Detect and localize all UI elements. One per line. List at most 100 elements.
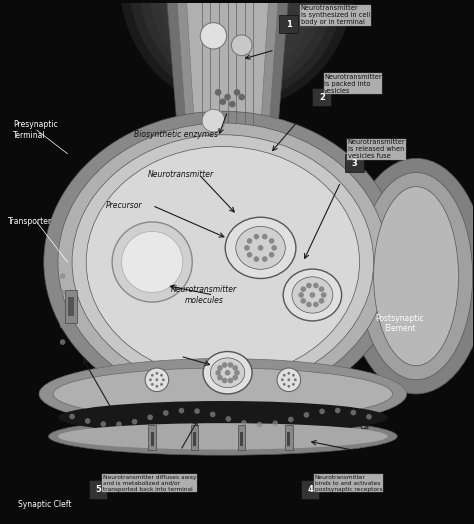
Text: 5: 5 [95,485,101,494]
Ellipse shape [58,401,388,434]
Circle shape [258,245,264,250]
Circle shape [335,408,340,413]
Text: Neurotransmitter: Neurotransmitter [147,170,213,179]
FancyBboxPatch shape [346,154,364,172]
Circle shape [350,410,356,416]
Ellipse shape [225,217,296,278]
Polygon shape [186,0,269,168]
Circle shape [85,418,91,424]
Circle shape [151,374,154,377]
Ellipse shape [53,368,392,420]
Circle shape [194,408,200,414]
Ellipse shape [138,0,336,95]
Circle shape [241,420,247,425]
Circle shape [155,385,158,388]
Circle shape [319,298,324,304]
Ellipse shape [157,0,317,81]
Circle shape [121,232,183,292]
Circle shape [69,413,75,419]
Bar [65,290,77,323]
Circle shape [225,370,230,376]
Circle shape [287,372,290,375]
Ellipse shape [283,269,342,321]
Circle shape [217,375,223,380]
Ellipse shape [346,158,474,394]
Circle shape [292,383,295,386]
Circle shape [269,238,274,244]
Bar [287,432,290,446]
Circle shape [179,408,184,413]
Circle shape [151,383,154,386]
Circle shape [262,234,268,239]
Circle shape [60,323,65,329]
Bar [148,424,156,451]
FancyBboxPatch shape [301,479,319,498]
Polygon shape [176,0,279,168]
Circle shape [257,422,263,428]
Circle shape [155,378,158,381]
Text: Neurotransmitter
molecules: Neurotransmitter molecules [171,285,237,304]
Circle shape [200,23,227,49]
Circle shape [222,362,228,368]
Ellipse shape [86,147,359,377]
Circle shape [366,414,372,420]
Circle shape [271,245,277,250]
Circle shape [163,410,169,416]
Circle shape [287,378,290,381]
Circle shape [231,35,252,56]
Circle shape [234,89,240,96]
Circle shape [301,286,306,292]
Circle shape [283,374,286,377]
Text: Postsynaptic
Element: Postsynaptic Element [375,313,424,333]
Circle shape [149,378,152,381]
Circle shape [228,378,233,384]
Circle shape [232,375,238,380]
Ellipse shape [147,0,327,88]
Circle shape [219,99,226,105]
Text: 3: 3 [352,159,358,168]
FancyBboxPatch shape [312,88,331,106]
Circle shape [60,339,65,345]
Text: Biosynthetic enzymes: Biosynthetic enzymes [134,130,218,139]
Ellipse shape [374,187,458,366]
Bar [238,424,246,451]
Circle shape [247,252,252,258]
Circle shape [247,238,252,244]
Circle shape [60,307,65,312]
Circle shape [222,378,228,384]
Text: Synaptic Cleft: Synaptic Cleft [18,500,72,509]
Circle shape [273,420,278,426]
Circle shape [262,256,268,262]
Circle shape [254,234,259,239]
Circle shape [224,94,231,101]
Bar [151,432,154,446]
Ellipse shape [44,111,402,413]
Text: 4: 4 [307,485,313,494]
Bar [68,297,74,316]
Circle shape [310,292,315,298]
Circle shape [254,256,259,262]
Circle shape [160,374,163,377]
Circle shape [298,292,304,298]
Circle shape [244,245,250,250]
Text: Transporter: Transporter [9,217,53,226]
Circle shape [160,383,163,386]
Circle shape [60,274,65,279]
FancyBboxPatch shape [89,479,108,498]
Ellipse shape [128,0,346,102]
Text: Neurotransmitter
is synthesized in cell
body or in terminal: Neurotransmitter is synthesized in cell … [301,5,370,25]
Text: Precursor: Precursor [106,201,142,210]
Text: Neurotransmitter
binds to and activates
postsynaptic receptors: Neurotransmitter binds to and activates … [315,475,382,492]
Circle shape [319,409,325,414]
Circle shape [215,89,221,96]
Ellipse shape [58,123,388,401]
Circle shape [100,421,106,427]
Circle shape [306,302,312,307]
Circle shape [155,372,158,375]
FancyBboxPatch shape [279,15,298,34]
Polygon shape [166,0,289,168]
Circle shape [215,370,221,376]
Ellipse shape [359,172,473,380]
Ellipse shape [210,358,245,388]
Circle shape [210,411,216,417]
